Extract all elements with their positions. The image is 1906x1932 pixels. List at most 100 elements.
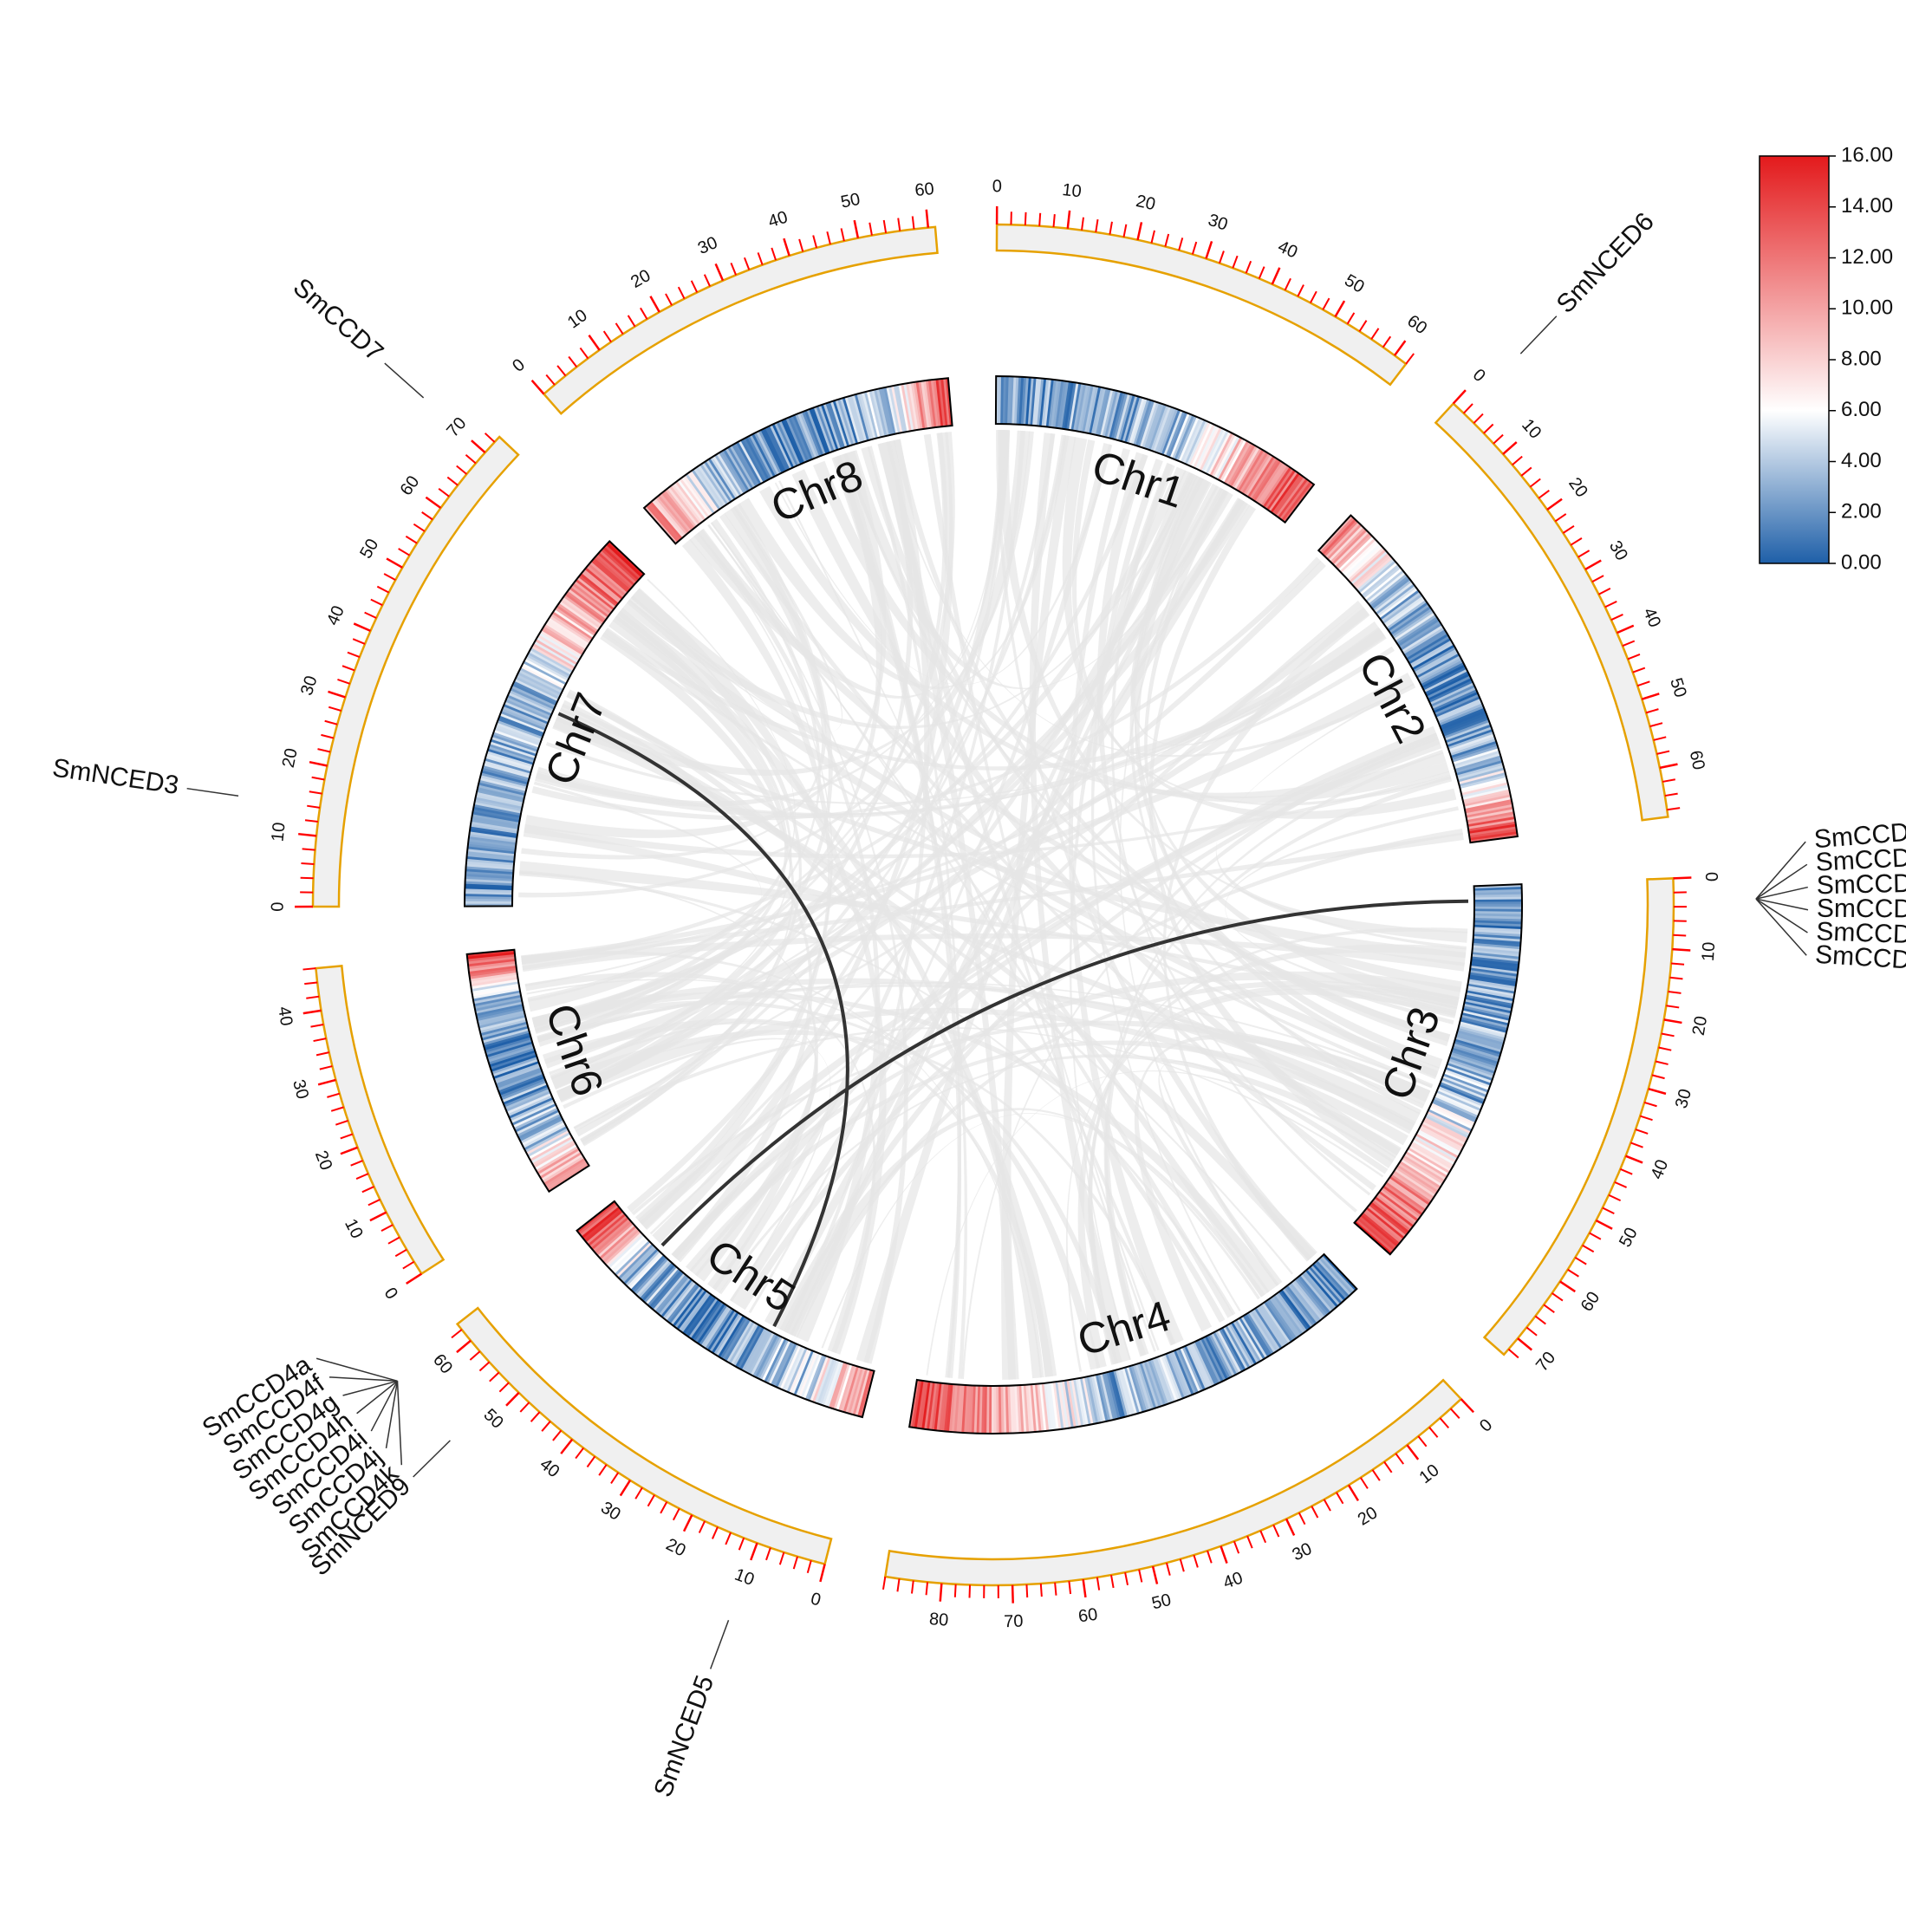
scale-tick <box>1083 1579 1086 1597</box>
scale-tick <box>321 735 334 738</box>
scale-tick <box>1454 390 1466 403</box>
scale-tick <box>1285 278 1291 290</box>
scale-tick <box>1323 298 1329 309</box>
tick-label: 0 <box>267 902 286 912</box>
scale-tick <box>758 252 763 264</box>
scale-tick <box>1272 268 1280 284</box>
scale-tick <box>588 1456 595 1467</box>
scale-tick <box>1194 1555 1197 1567</box>
scale-tick <box>1654 737 1667 740</box>
scale-tick <box>766 1548 771 1560</box>
scale-tick <box>650 296 659 312</box>
scale-tick <box>452 1330 462 1337</box>
scale-tick <box>580 348 588 358</box>
tick-label: 10 <box>564 306 591 333</box>
tick-label: 60 <box>914 179 934 200</box>
scale-tick <box>1644 1103 1656 1106</box>
tick-label: 30 <box>1605 537 1631 563</box>
scale-tick <box>1667 808 1680 810</box>
tick-label: 30 <box>297 673 322 698</box>
scale-tick <box>309 762 328 765</box>
scale-tick <box>745 257 749 270</box>
scale-tick <box>1568 1270 1579 1277</box>
scale-tick <box>1179 237 1182 250</box>
scale-tick <box>1406 354 1414 364</box>
scale-tick <box>309 791 322 793</box>
tick-label: 60 <box>1577 1288 1604 1315</box>
scale-tick <box>1656 1061 1669 1064</box>
tick-label: 0 <box>381 1285 402 1303</box>
scale-tick <box>970 1585 971 1598</box>
scale-tick <box>1273 1525 1278 1537</box>
scale-tick <box>1440 1418 1448 1428</box>
scale-tick <box>1493 435 1503 444</box>
scale-tick <box>1395 341 1405 355</box>
scale-tick <box>1151 231 1154 244</box>
scale-tick <box>1623 641 1635 646</box>
scale-tick <box>356 1174 368 1179</box>
scale-tick <box>628 315 635 327</box>
scale-tick <box>1560 1281 1575 1291</box>
tick-label: 20 <box>279 746 302 769</box>
tick-label: 50 <box>480 1405 507 1432</box>
scale-tick <box>1596 1220 1612 1229</box>
tick-label: 60 <box>397 472 424 499</box>
scale-tick <box>1628 654 1640 659</box>
scale-tick <box>348 653 360 657</box>
scale-tick <box>1286 1519 1294 1535</box>
scale-tick <box>1025 212 1026 225</box>
scale-tick <box>827 231 830 244</box>
scale-tick <box>302 968 315 969</box>
scale-tick <box>1371 329 1378 339</box>
legend-gradient-bar <box>1760 156 1829 563</box>
scale-tick <box>1125 1572 1128 1585</box>
scale-tick <box>666 294 672 305</box>
scale-tick <box>897 1578 899 1591</box>
gene-cluster-smnced3: SmNCED3 <box>50 753 238 800</box>
scale-tick <box>599 1465 607 1475</box>
scale-tick <box>298 834 316 836</box>
tick-label: 0 <box>809 1589 823 1610</box>
gene-label: SmNCED3 <box>50 753 180 800</box>
scale-tick <box>751 1543 757 1560</box>
scale-tick <box>1247 1536 1252 1548</box>
tick-label: 50 <box>839 190 862 212</box>
scale-tick <box>808 1560 811 1572</box>
scale-tick <box>305 820 318 822</box>
scale-tick <box>1547 499 1562 510</box>
scale-tick <box>1552 1293 1563 1301</box>
scale-tick <box>855 220 858 238</box>
scale-tick <box>1636 1129 1648 1134</box>
scale-tick <box>1384 1462 1392 1473</box>
scale-tick <box>955 1584 956 1597</box>
tick-label: 30 <box>289 1077 312 1101</box>
scale-tick <box>395 1250 407 1257</box>
scale-tick <box>569 356 576 367</box>
scale-tick <box>684 1515 692 1532</box>
scale-tick <box>1609 1195 1621 1200</box>
scale-tick <box>1069 1581 1070 1594</box>
scale-tick <box>1605 602 1617 608</box>
scale-tick <box>329 707 341 711</box>
tick-label: 0 <box>509 355 529 376</box>
tick-label: 20 <box>1689 1015 1711 1038</box>
scale-tick <box>1260 1531 1265 1543</box>
scale-tick <box>1418 1436 1426 1447</box>
legend-tick-label: 8.00 <box>1841 347 1882 370</box>
scale-tick <box>1082 218 1083 231</box>
scale-tick <box>422 512 433 519</box>
scale-tick <box>1571 538 1582 545</box>
scale-tick <box>1234 1541 1239 1553</box>
scale-tick <box>1139 1570 1142 1583</box>
scale-tick <box>384 574 395 580</box>
scale-tick <box>576 1448 583 1459</box>
scale-tick <box>1646 709 1658 712</box>
scale-tick <box>1484 424 1493 433</box>
scale-tick <box>1041 1584 1042 1597</box>
gene-connector <box>316 1358 397 1381</box>
legend-tick-label: 2.00 <box>1841 500 1882 524</box>
scale-bar <box>543 227 937 413</box>
tick-label: 30 <box>1289 1539 1315 1564</box>
